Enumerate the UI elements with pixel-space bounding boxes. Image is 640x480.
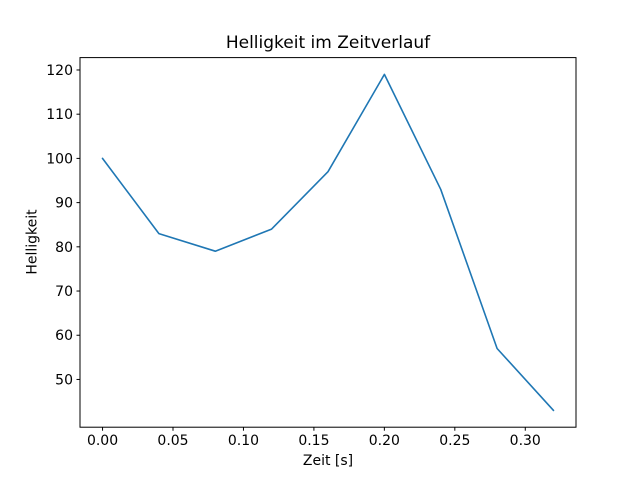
- y-tick-label: 110: [46, 107, 73, 123]
- chart-title: Helligkeit im Zeitverlauf: [225, 33, 431, 53]
- x-tick-label: 0.05: [157, 433, 188, 449]
- x-tick-label: 0.10: [228, 433, 259, 449]
- axes-frame: [79, 57, 577, 428]
- y-tick-label: 50: [55, 372, 73, 388]
- y-tick-label: 70: [55, 284, 73, 300]
- x-tick-label: 0.15: [298, 433, 329, 449]
- x-tick-label: 0.20: [369, 433, 400, 449]
- y-tick-label: 80: [55, 240, 73, 256]
- data-line: [101, 73, 555, 412]
- y-tick-label: 90: [55, 196, 73, 212]
- y-tick-label: 120: [46, 63, 73, 79]
- x-tick-label: 0.00: [87, 433, 118, 449]
- y-tick-label: 100: [46, 151, 73, 167]
- y-axis-label: Helligkeit: [24, 209, 41, 275]
- x-axis-label: Zeit [s]: [302, 453, 354, 469]
- x-tick-label: 0.30: [510, 433, 541, 449]
- x-tick-label: 0.25: [439, 433, 470, 449]
- y-tick-label: 60: [55, 328, 73, 344]
